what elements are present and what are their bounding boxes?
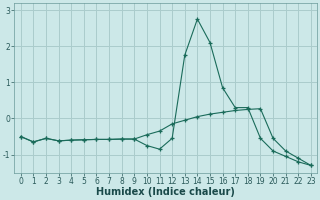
X-axis label: Humidex (Indice chaleur): Humidex (Indice chaleur) [96,187,235,197]
